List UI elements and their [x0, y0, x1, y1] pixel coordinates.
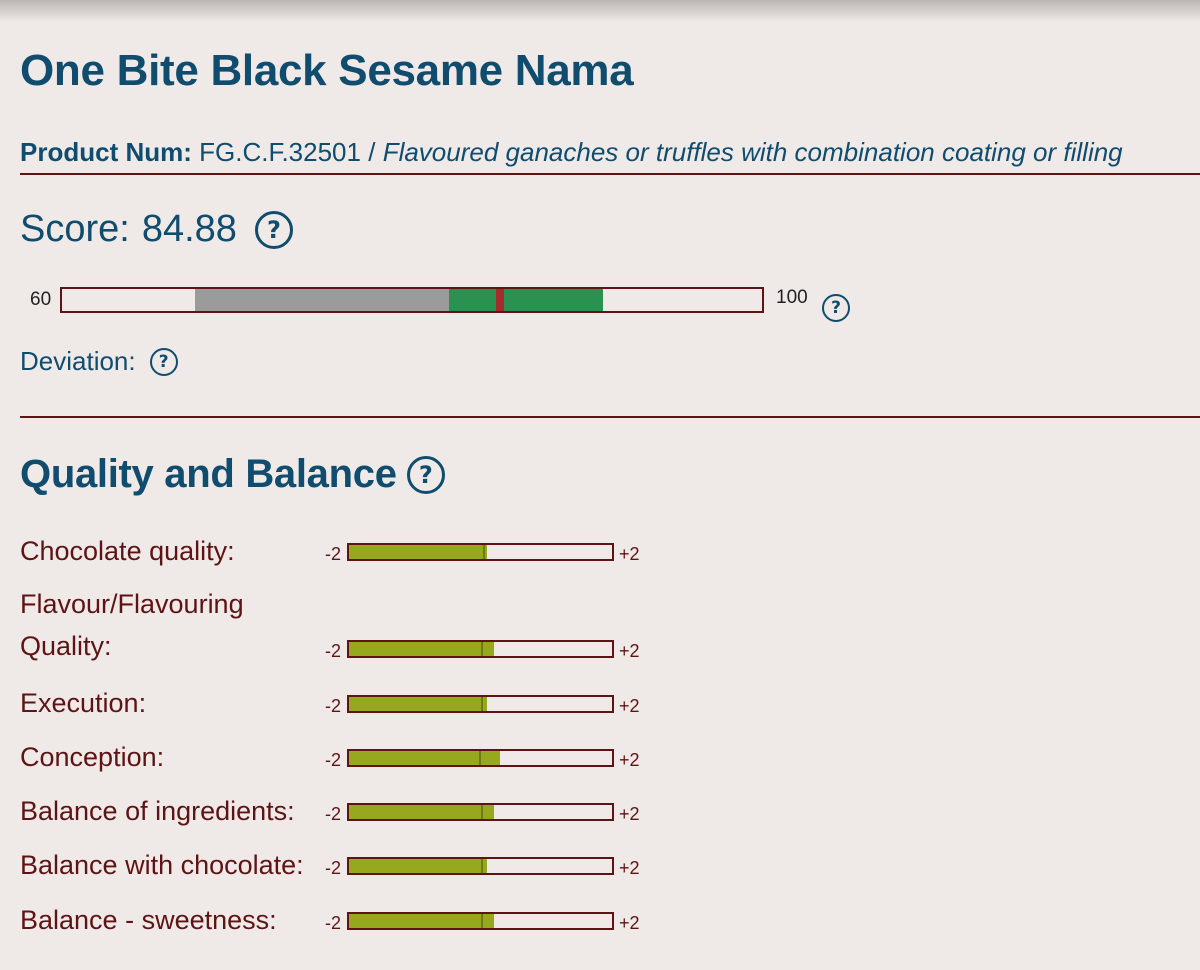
criterion-bar-fill	[349, 859, 488, 873]
criterion-label: Balance of ingredients:	[20, 796, 295, 826]
product-category: Flavoured ganaches or truffles with comb…	[382, 137, 1123, 167]
criterion-bar	[347, 803, 614, 821]
quality-balance-title: Quality and Balance	[20, 452, 397, 496]
criterion-scale-min: -2	[325, 696, 342, 716]
criterion-scale-min: -2	[325, 641, 342, 661]
quality-help-icon[interactable]: ?	[406, 455, 445, 494]
score-scale-max: 100	[776, 287, 808, 308]
criterion-bar	[347, 912, 614, 930]
divider	[20, 416, 1200, 418]
criterion-scale-max: +2	[619, 913, 640, 933]
deviation-help-icon[interactable]: ?	[149, 347, 178, 376]
criterion-scale-max: +2	[619, 804, 640, 824]
criterion-bar-marker	[480, 859, 483, 873]
top-shadow	[0, 0, 1200, 22]
criterion-label: Balance - sweetness:	[20, 905, 277, 935]
criterion-label: Flavour/Flavouring Quality:	[20, 589, 244, 661]
criterion-bar-marker	[483, 545, 486, 559]
criterion-label: Chocolate quality:	[20, 536, 235, 566]
criterion-bar	[347, 749, 614, 767]
criterion-bar-fill	[349, 642, 494, 656]
criterion-scale-max: +2	[619, 750, 640, 770]
criterion-bar	[347, 543, 614, 561]
criterion-bar-marker	[479, 751, 482, 765]
score-help-icon[interactable]: ?	[254, 210, 293, 249]
criterion-scale-min: -2	[325, 544, 342, 564]
score-label: Score:	[20, 208, 130, 250]
criterion-bar	[347, 857, 614, 875]
criterion-bar-fill	[349, 545, 488, 559]
deviation-row: Deviation: ?	[20, 346, 178, 377]
criterion-scale-max: +2	[619, 858, 640, 878]
criterion-bar-marker	[480, 805, 483, 819]
score-marker	[495, 289, 504, 311]
criterion-bar-fill	[349, 805, 494, 819]
score-range-green	[448, 289, 603, 311]
product-number-line: Product Num: FG.C.F.32501 / Flavoured ga…	[20, 137, 1123, 168]
product-num-label: Product Num:	[20, 137, 192, 167]
criterion-bar-fill	[349, 751, 501, 765]
criterion-label: Balance with chocolate:	[20, 850, 304, 880]
product-num-value: FG.C.F.32501	[199, 137, 361, 167]
deviation-label: Deviation:	[20, 346, 136, 376]
divider	[20, 173, 1200, 175]
product-title: One Bite Black Sesame Nama	[20, 46, 634, 95]
product-separator: /	[368, 137, 376, 167]
criterion-scale-min: -2	[325, 858, 342, 878]
criterion-bar	[347, 640, 614, 658]
criterion-scale-max: +2	[619, 696, 640, 716]
criterion-scale-min: -2	[325, 750, 342, 770]
criterion-bar-marker	[480, 642, 483, 656]
score-range-gray	[195, 289, 449, 311]
score-scale-min: 60	[30, 289, 52, 310]
criterion-label: Conception:	[20, 742, 165, 772]
criterion-bar-marker	[480, 697, 483, 711]
score-value: 84.88	[141, 208, 237, 250]
scale-help-icon[interactable]: ?	[822, 294, 850, 322]
criterion-scale-min: -2	[325, 804, 342, 824]
criterion-scale-max: +2	[619, 544, 640, 564]
criterion-scale-min: -2	[325, 913, 342, 933]
criterion-bar	[347, 695, 614, 713]
quality-balance-heading: Quality and Balance ?	[20, 452, 445, 497]
criterion-bar-fill	[349, 697, 488, 711]
criterion-label: Execution:	[20, 688, 147, 718]
score-bar	[60, 287, 764, 313]
criterion-bar-fill	[349, 914, 494, 928]
score-heading: Score: 84.88 ?	[20, 208, 293, 251]
criterion-bar-marker	[480, 914, 483, 928]
criterion-scale-max: +2	[619, 641, 640, 661]
